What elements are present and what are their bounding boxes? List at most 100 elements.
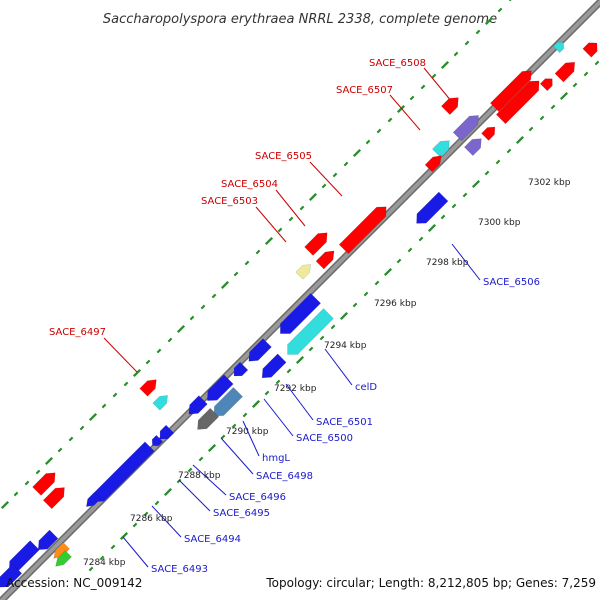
track-dot (88, 566, 94, 572)
track-dot (471, 179, 481, 189)
track-dot (207, 443, 217, 453)
track-dot (119, 531, 129, 541)
gene-feature[interactable] (139, 376, 161, 397)
track-dot (110, 544, 116, 550)
gene-label-forward[interactable]: SACE_6504 (221, 179, 278, 190)
track-dot (462, 192, 468, 198)
gene-feature[interactable] (338, 202, 391, 255)
gene-label-forward[interactable]: SACE_6508 (369, 58, 426, 69)
gene-feature[interactable] (90, 441, 155, 506)
track-dot (418, 236, 424, 242)
gene-label-forward[interactable]: SACE_6505 (255, 151, 312, 162)
track-dot (440, 214, 446, 220)
gene-label-reverse[interactable]: SACE_6506 (483, 277, 540, 288)
gene-feature[interactable] (0, 563, 23, 592)
track-dot (409, 95, 415, 101)
label-leader (220, 437, 254, 475)
track-dot (308, 346, 314, 352)
gene-feature[interactable] (481, 124, 499, 141)
gene-feature[interactable] (554, 58, 579, 83)
gene-feature[interactable] (424, 152, 445, 173)
gene-feature[interactable] (230, 361, 249, 380)
track-dot (363, 291, 369, 297)
gene-feature[interactable] (304, 229, 332, 256)
track-dot (44, 456, 54, 466)
gene-feature[interactable] (52, 550, 72, 569)
track-dot (35, 469, 41, 475)
track-dot (275, 379, 281, 385)
track-dot (550, 104, 556, 110)
track-dot (508, 0, 512, 2)
gene-label-reverse[interactable]: SACE_6494 (184, 534, 241, 545)
gene-label-reverse[interactable]: SACE_6498 (256, 471, 313, 482)
track-dot (264, 236, 274, 246)
track-dot (528, 126, 534, 132)
track-dot (383, 267, 393, 277)
label-leader (242, 420, 260, 457)
gene-feature[interactable] (315, 247, 338, 270)
gene-label-forward[interactable]: SACE_6507 (336, 85, 393, 96)
gene-feature[interactable] (83, 491, 102, 510)
gene-feature[interactable] (295, 261, 314, 280)
gene-feature[interactable] (275, 292, 322, 338)
gene-feature[interactable] (203, 374, 234, 405)
gene-feature[interactable] (552, 39, 566, 54)
track-dot (176, 478, 182, 484)
track-dot (420, 84, 426, 90)
tick-label: 7290 kbp (226, 427, 269, 437)
gene-label-reverse[interactable]: SACE_6495 (213, 508, 270, 519)
track-dot (187, 467, 193, 473)
gene-feature[interactable] (156, 424, 175, 443)
gene-label-reverse[interactable]: SACE_6500 (296, 433, 353, 444)
gene-feature[interactable] (412, 191, 449, 228)
gene-label-reverse[interactable]: SACE_6501 (316, 417, 373, 428)
gene-feature[interactable] (34, 529, 59, 554)
label-leader (122, 536, 149, 568)
gene-feature[interactable] (539, 75, 556, 92)
gene-feature[interactable] (149, 434, 164, 448)
gene-feature[interactable] (152, 392, 171, 411)
track-dot (288, 216, 294, 222)
gene-feature[interactable] (32, 469, 60, 496)
gene-feature[interactable] (452, 111, 483, 142)
gene-label-forward[interactable]: SACE_6503 (201, 196, 258, 207)
track-dot (143, 511, 149, 517)
track-dot (145, 359, 151, 365)
gene-label-forward[interactable]: SACE_6497 (49, 327, 106, 338)
gene-label-reverse[interactable]: celD (355, 382, 377, 393)
track-dot (387, 117, 393, 123)
gene-feature[interactable] (42, 483, 68, 510)
gene-feature[interactable] (245, 338, 272, 366)
gene-label-reverse[interactable]: SACE_6493 (151, 564, 208, 575)
track-dot (220, 280, 230, 290)
track-dot (233, 271, 239, 277)
track-dot (431, 73, 437, 79)
gene-feature[interactable] (582, 39, 600, 58)
label-leader (309, 161, 343, 197)
dot-tracks (0, 0, 600, 572)
track-dot (495, 159, 501, 165)
track-dot (484, 170, 490, 176)
gene-feature[interactable] (193, 407, 220, 433)
track-dot (244, 260, 250, 266)
label-leader (151, 505, 182, 538)
gene-feature[interactable] (185, 395, 208, 419)
gene-label-reverse[interactable]: hmgL (262, 453, 290, 464)
track-dot (286, 368, 292, 374)
accession-text: Accession: NC_009142 (6, 576, 142, 590)
gene-feature[interactable] (283, 308, 334, 360)
gene-feature[interactable] (258, 353, 287, 382)
gene-feature[interactable] (440, 93, 462, 116)
gene-feature[interactable] (209, 386, 244, 420)
gene-label-reverse[interactable]: SACE_6496 (229, 492, 286, 503)
track-dot (352, 148, 362, 158)
gene-feature[interactable] (495, 76, 543, 125)
track-dot (132, 368, 142, 378)
track-dot (295, 355, 305, 365)
gene-feature[interactable] (489, 66, 535, 113)
gene-feature[interactable] (50, 542, 70, 561)
track-dot (0, 500, 10, 510)
gene-feature[interactable] (463, 134, 485, 157)
track-dot (163, 487, 173, 497)
label-leader (178, 479, 211, 512)
